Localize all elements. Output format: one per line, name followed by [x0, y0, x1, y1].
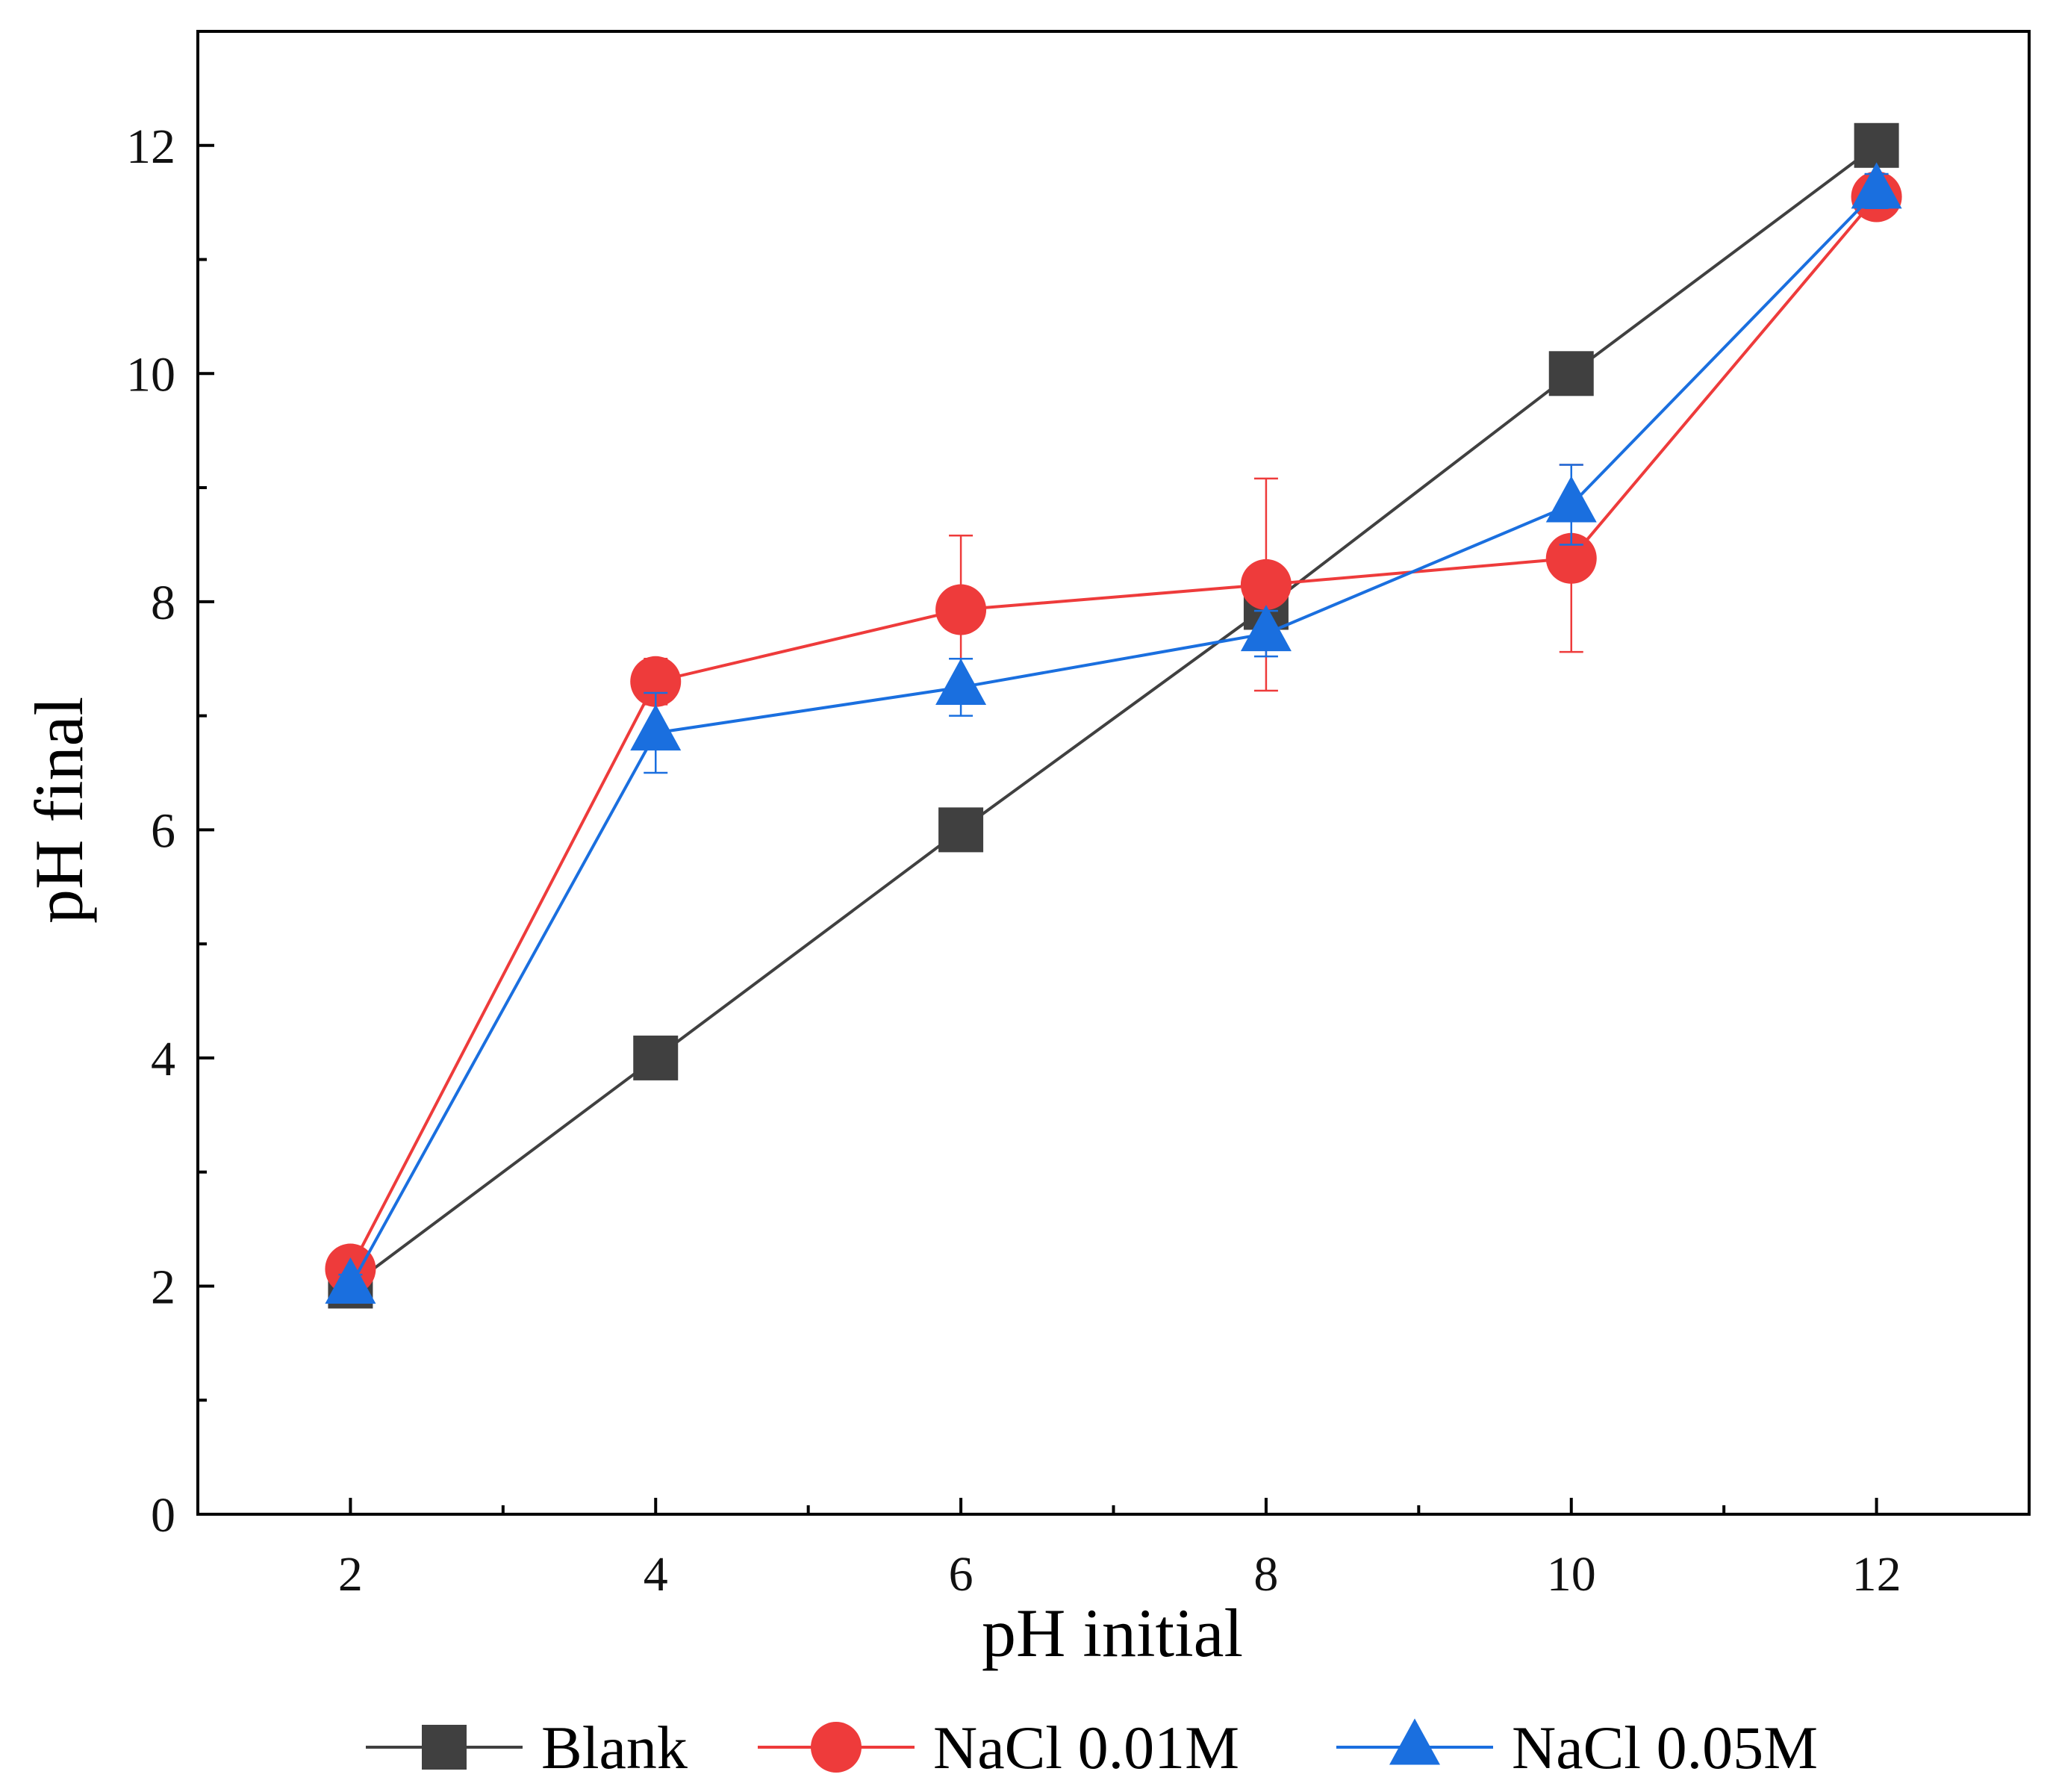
legend-item: Blank — [366, 1714, 688, 1782]
plot-frame — [196, 30, 2031, 1516]
legend-item: NaCl 0.01M — [758, 1714, 1239, 1782]
data-point — [1545, 532, 1597, 584]
data-point — [935, 584, 987, 635]
legend-marker — [422, 1725, 467, 1770]
x-tick-label: 8 — [1253, 1547, 1278, 1602]
y-tick-label: 12 — [126, 119, 175, 174]
legend-label: NaCl 0.01M — [933, 1714, 1239, 1782]
y-axis-title: pH final — [21, 697, 97, 924]
data-point — [1851, 162, 1902, 209]
y-tick-label: 4 — [151, 1032, 175, 1086]
x-axis: 2 4 6 8 10 12 — [338, 1498, 1901, 1602]
data-point — [325, 1257, 376, 1304]
legend: Blank NaCl 0.01M NaCl 0.05M — [366, 1714, 1818, 1782]
series-layer — [325, 122, 1902, 1309]
data-point — [1854, 122, 1899, 168]
data-point — [630, 704, 682, 751]
y-tick-label: 0 — [151, 1488, 175, 1543]
series-line — [349, 196, 1878, 1270]
legend-item: NaCl 0.05M — [1336, 1714, 1818, 1782]
x-tick-label: 12 — [1852, 1547, 1901, 1602]
x-axis-title: pH initial — [982, 1595, 1243, 1671]
series-line — [349, 144, 1878, 1288]
x-tick-label: 6 — [949, 1547, 974, 1602]
data-point — [938, 807, 984, 853]
data-point — [630, 656, 682, 707]
y-tick-label: 2 — [151, 1260, 175, 1314]
legend-marker — [811, 1722, 862, 1773]
series-square — [328, 122, 1899, 1309]
data-point — [935, 658, 987, 705]
legend-marker — [1389, 1718, 1440, 1765]
data-point — [1548, 351, 1594, 396]
x-tick-label: 2 — [338, 1547, 363, 1602]
data-point — [1545, 476, 1597, 523]
data-point — [1240, 605, 1292, 652]
series-triangle — [325, 162, 1902, 1304]
data-point — [1240, 559, 1292, 610]
y-axis: 0 2 4 6 8 10 12 — [126, 119, 214, 1543]
legend-label: NaCl 0.05M — [1512, 1714, 1818, 1782]
x-tick-label: 4 — [644, 1547, 668, 1602]
y-tick-label: 8 — [151, 576, 175, 630]
legend-label: Blank — [541, 1714, 688, 1782]
data-point — [633, 1035, 679, 1080]
x-tick-label: 10 — [1547, 1547, 1596, 1602]
y-tick-label: 10 — [126, 347, 175, 402]
series-line — [349, 190, 1878, 1287]
series-circle — [325, 171, 1902, 1295]
y-tick-label: 6 — [151, 803, 175, 858]
plot-area — [196, 30, 2031, 1516]
